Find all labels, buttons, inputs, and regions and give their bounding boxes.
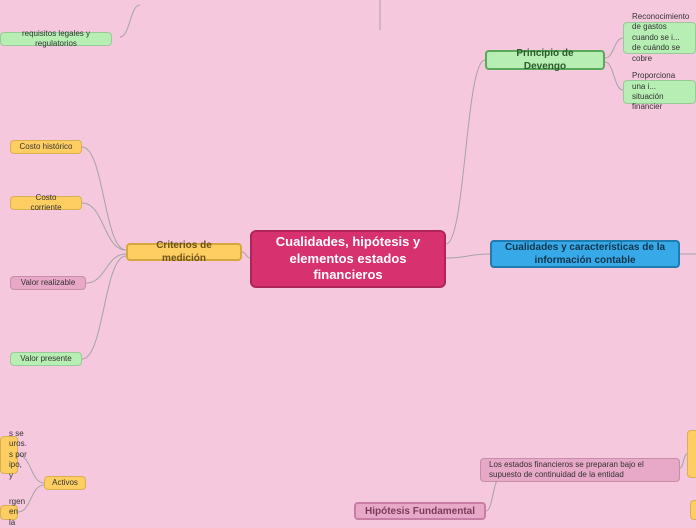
connector bbox=[446, 60, 485, 244]
center-label: Cualidades, hipótesis y elementos estado… bbox=[264, 234, 432, 285]
node-devengo: Principio de Devengo bbox=[485, 50, 605, 70]
node-label: requisitos legales y regulatorios bbox=[9, 29, 103, 50]
node-rbox2 bbox=[690, 500, 696, 520]
connector bbox=[605, 38, 623, 58]
node-activos: Activos bbox=[44, 476, 86, 490]
node-rbox bbox=[687, 430, 696, 478]
node-label: Proporciona una i... situación financier bbox=[632, 71, 687, 113]
node-req: requisitos legales y regulatorios bbox=[0, 32, 112, 46]
connector bbox=[120, 5, 140, 37]
node-recon: Reconocimiento de gastos cuando se i... … bbox=[623, 22, 696, 54]
node-ch: Costo histórico bbox=[10, 140, 82, 154]
node-label: Criterios de medición bbox=[136, 239, 232, 265]
connector bbox=[486, 478, 500, 511]
node-label: s se uros. s por ipo, y bbox=[9, 429, 27, 481]
node-label: Costo histórico bbox=[20, 142, 73, 152]
connector bbox=[82, 147, 126, 250]
node-hipotesis: Hipótesis Fundamental bbox=[354, 502, 486, 520]
node-label: Reconocimiento de gastos cuando se i... … bbox=[632, 12, 689, 64]
connector bbox=[605, 62, 623, 90]
node-prop: Proporciona una i... situación financier bbox=[623, 80, 696, 104]
connector bbox=[86, 254, 126, 283]
connector bbox=[680, 454, 687, 468]
node-act2: rgen en la bbox=[0, 505, 18, 520]
connector bbox=[82, 256, 126, 359]
node-act1: s se uros. s por ipo, y bbox=[0, 436, 18, 474]
connector bbox=[446, 254, 490, 258]
node-estados: Los estados financieros se preparan bajo… bbox=[480, 458, 680, 482]
node-criterios: Criterios de medición bbox=[126, 243, 242, 261]
node-label: Valor presente bbox=[20, 354, 71, 364]
node-cc: Costo corriente bbox=[10, 196, 82, 210]
node-label: Hipótesis Fundamental bbox=[365, 505, 475, 518]
node-label: rgen en la bbox=[9, 497, 25, 528]
node-label: Cualidades y características de la infor… bbox=[500, 241, 670, 267]
center-node: Cualidades, hipótesis y elementos estado… bbox=[250, 230, 446, 288]
node-vp: Valor presente bbox=[10, 352, 82, 366]
node-label: Principio de Devengo bbox=[495, 47, 595, 73]
node-vr: Valor realizable bbox=[10, 276, 86, 290]
node-label: Los estados financieros se preparan bajo… bbox=[489, 460, 671, 481]
node-label: Valor realizable bbox=[21, 278, 76, 288]
connector bbox=[242, 252, 250, 258]
node-label: Costo corriente bbox=[19, 193, 73, 214]
node-cual: Cualidades y características de la infor… bbox=[490, 240, 680, 268]
connector bbox=[82, 203, 126, 250]
node-label: Activos bbox=[52, 478, 78, 488]
